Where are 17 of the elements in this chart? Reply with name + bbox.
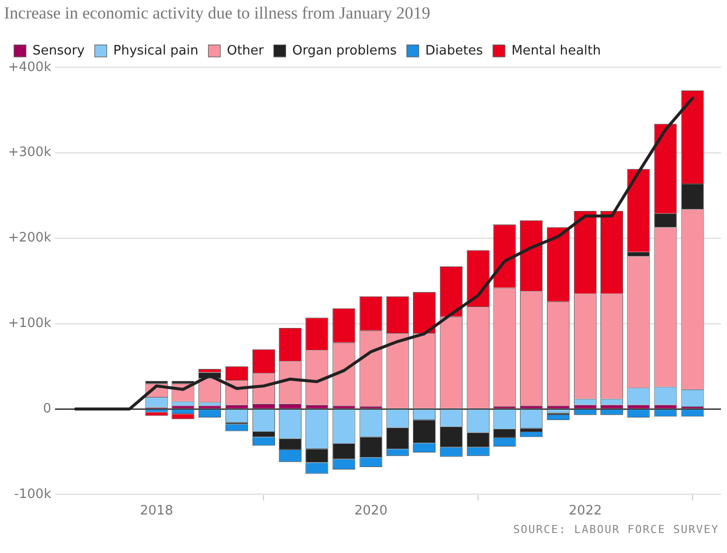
legend-label: Mental health <box>511 43 601 58</box>
y-tick-label: -100k <box>14 486 52 502</box>
x-tick-label: 2022 <box>568 504 602 519</box>
y-tick-label: +200k <box>8 230 52 246</box>
legend-label: Organ problems <box>292 43 397 58</box>
x-tick-label: 2020 <box>354 504 388 519</box>
y-tick-label: +400k <box>8 60 52 75</box>
chart-title: Increase in economic activity due to illness from January 2019 <box>4 4 430 23</box>
y-tick-label: 0 <box>42 401 52 416</box>
y-tick-label: +100k <box>8 316 52 331</box>
legend-label: Physical pain <box>113 43 198 58</box>
legend-label: Other <box>226 43 264 58</box>
y-tick-label: +300k <box>8 145 52 160</box>
x-tick-label: 2018 <box>140 504 174 519</box>
legend-label: Diabetes <box>425 43 484 58</box>
legend-label: Sensory <box>32 43 86 58</box>
source-note: SOURCE: LABOUR FORCE SURVEY <box>513 523 719 536</box>
